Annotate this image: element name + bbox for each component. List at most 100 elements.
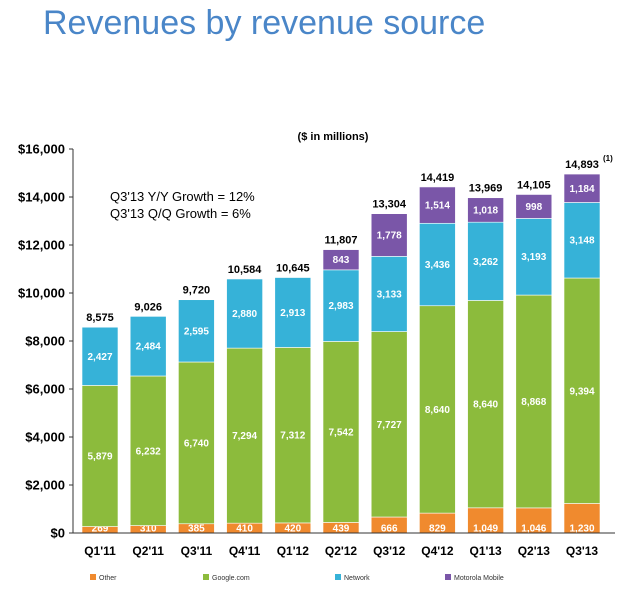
- bar-segment: [515, 194, 553, 219]
- segment-value-label: 8,640: [425, 405, 450, 416]
- y-tick-label: $6,000: [25, 382, 65, 397]
- segment-value-label: 5,879: [87, 451, 112, 462]
- page-title: Revenues by revenue source: [43, 4, 486, 42]
- x-tick-label: Q3'12: [373, 544, 406, 558]
- bar-segment: [419, 222, 456, 307]
- unit-note: ($ in millions): [298, 131, 369, 143]
- segment-value-label: 385: [188, 524, 205, 535]
- legend-swatch: [335, 574, 341, 580]
- bar-segment: [322, 249, 360, 271]
- bar-total-label: 13,304: [372, 199, 407, 211]
- bar-total-label: 10,645: [276, 263, 310, 275]
- bar-segment: [370, 213, 408, 257]
- segment-value-label: 3,436: [425, 260, 450, 271]
- bar-segment: [274, 277, 312, 348]
- legend-label: Network: [344, 575, 370, 582]
- bar-total-label: 14,105: [517, 179, 551, 191]
- legend-swatch: [203, 574, 209, 580]
- segment-value-label: 7,727: [377, 420, 402, 431]
- bar-segment: [178, 299, 215, 363]
- bar-segment: [419, 186, 456, 224]
- bar-segment: [129, 375, 167, 526]
- segment-value-label: 1,049: [473, 524, 498, 535]
- x-tick-label: Q2'12: [325, 544, 358, 558]
- segment-value-label: 1,018: [473, 205, 498, 216]
- x-tick-label: Q3'13: [566, 544, 599, 558]
- x-tick-label: Q2'11: [132, 544, 164, 558]
- bar-segment: [467, 300, 504, 509]
- segment-value-label: 666: [381, 524, 398, 535]
- bar-total-label: 13,969: [469, 183, 503, 195]
- segment-value-label: 829: [429, 524, 446, 535]
- bar-segment: [563, 202, 601, 279]
- segment-value-label: 998: [525, 202, 542, 213]
- segment-value-label: 3,262: [473, 257, 498, 268]
- legend-label: Google.com: [212, 575, 250, 582]
- bar-segment: [563, 503, 601, 534]
- bar-segment: [515, 507, 553, 534]
- segment-value-label: 8,640: [473, 400, 498, 411]
- y-tick-label: $12,000: [18, 238, 65, 253]
- bar-total-label: 10,584: [228, 264, 263, 276]
- bar-total-label: 9,026: [134, 301, 162, 313]
- bar-segment: [563, 277, 601, 504]
- bar-segment: [81, 385, 119, 527]
- x-tick-label: Q1'12: [277, 544, 310, 558]
- segment-value-label: 3,133: [377, 289, 402, 300]
- growth-annotation: Q3'13 Y/Y Growth = 12%: [110, 189, 255, 204]
- x-tick-label: Q4'11: [229, 544, 261, 558]
- legend-label: Motorola Mobile: [454, 575, 504, 582]
- segment-value-label: 1,514: [425, 201, 450, 212]
- y-tick-label: $0: [51, 526, 65, 541]
- segment-value-label: 8,868: [521, 397, 546, 408]
- bar-segment: [322, 341, 360, 523]
- legend-swatch: [90, 574, 96, 580]
- segment-value-label: 7,312: [280, 431, 305, 442]
- segment-value-label: 3,148: [569, 236, 594, 247]
- segment-value-label: 9,394: [569, 386, 594, 397]
- segment-value-label: 2,880: [232, 309, 257, 320]
- segment-value-label: 2,983: [328, 301, 353, 312]
- segment-value-label: 1,184: [569, 184, 594, 195]
- bar-total-label: 8,575: [86, 312, 114, 324]
- x-tick-label: Q1'13: [469, 544, 502, 558]
- y-tick-label: $4,000: [25, 430, 65, 445]
- segment-value-label: 3,193: [521, 252, 546, 263]
- y-tick-label: $16,000: [18, 142, 65, 157]
- y-tick-label: $14,000: [18, 190, 65, 205]
- segment-value-label: 439: [333, 524, 350, 535]
- bar-total-label: 14,893: [565, 159, 599, 171]
- x-tick-label: Q1'11: [84, 544, 116, 558]
- bar-segment: [226, 347, 263, 524]
- legend-swatch: [445, 574, 451, 580]
- bar-segment: [515, 218, 553, 296]
- segment-value-label: 2,427: [87, 352, 112, 363]
- bar-segment: [322, 269, 360, 342]
- bar-segment: [226, 278, 263, 349]
- segment-value-label: 1,778: [377, 231, 402, 242]
- x-tick-label: Q2'13: [518, 544, 551, 558]
- x-tick-label: Q3'11: [181, 544, 213, 558]
- segment-value-label: 2,913: [280, 308, 305, 319]
- y-tick-label: $2,000: [25, 478, 65, 493]
- legend-label: Other: [99, 575, 117, 582]
- x-tick-label: Q4'12: [421, 544, 454, 558]
- bar-segment: [81, 326, 119, 386]
- segment-value-label: 2,595: [184, 326, 209, 337]
- segment-value-label: 410: [236, 524, 253, 535]
- bar-segment: [515, 294, 553, 509]
- bar-segment: [467, 221, 504, 301]
- bar-total-label: 9,720: [183, 285, 211, 297]
- bar-segment: [178, 361, 215, 525]
- segment-value-label: 269: [92, 524, 109, 535]
- segment-value-label: 1,230: [569, 524, 594, 535]
- segment-value-label: 2,484: [136, 342, 161, 353]
- bar-segment: [370, 331, 408, 518]
- bar-segment: [467, 507, 504, 534]
- bar-total-label: 14,419: [421, 172, 455, 184]
- segment-value-label: 310: [140, 524, 157, 535]
- growth-annotation: Q3'13 Q/Q Growth = 6%: [110, 206, 251, 221]
- bar-segment: [274, 347, 312, 524]
- y-tick-label: $10,000: [18, 286, 65, 301]
